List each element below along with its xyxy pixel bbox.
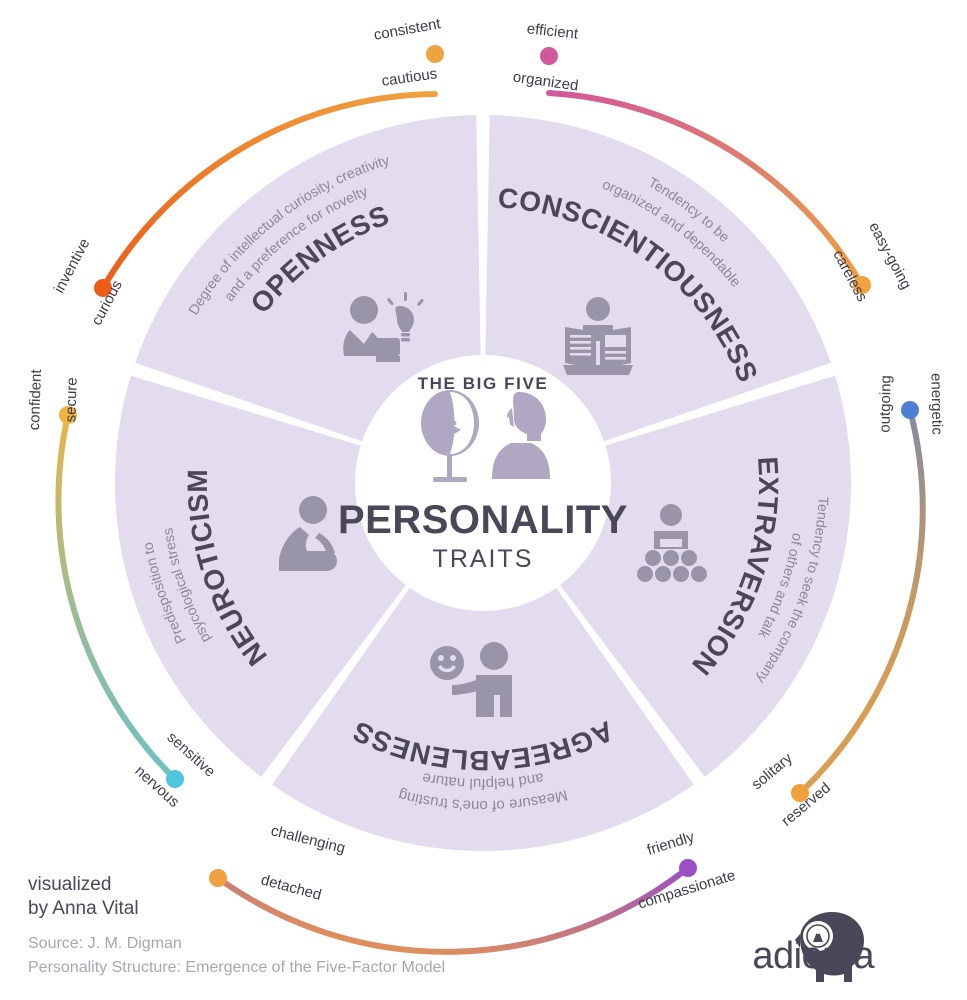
brand-name: adioma <box>752 935 875 977</box>
arc-purple-bottom <box>215 865 691 955</box>
wheel-segment-neuroticism[interactable] <box>114 375 406 777</box>
credit-source-line-2: Personality Structure: Emergence of the … <box>28 959 445 976</box>
spoke-label-solitary-reserved-upper: solitary <box>748 749 796 793</box>
spoke-label-friendly-compassionate-upper: friendly <box>645 828 697 859</box>
spoke-label-confident-secure-lower: secure <box>62 377 81 423</box>
spoke-label-easygoing-careless-upper: easy-going <box>865 219 914 292</box>
center-kicker: THE BIG FIVE <box>418 374 549 393</box>
spoke-label-efficient-organized-lower: organized <box>512 69 580 95</box>
person-smiley-icon <box>430 642 512 717</box>
spoke-dot-confident-secure[interactable] <box>59 406 77 424</box>
spoke-label-outgoing-energetic-upper: energetic <box>927 373 945 435</box>
head-profile-icon <box>795 912 864 982</box>
person-reading-icon <box>563 297 633 375</box>
person-lightbulb-icon <box>343 292 424 362</box>
spoke-label-efficient-organized-upper: efficient <box>526 20 580 42</box>
spoke-dot-efficient-organized[interactable] <box>540 47 558 65</box>
credit-source-line-1: Source: J. M. Digman <box>28 935 182 952</box>
credit-author: by Anna Vital <box>28 898 139 919</box>
brand-logo[interactable]: adioma <box>752 912 876 982</box>
arc-cyan-left <box>55 412 178 782</box>
spoke-dot-easygoing-careless[interactable] <box>853 276 871 294</box>
spoke-label-inventive-curious-lower: curious <box>88 278 126 329</box>
spoke-dot-inventive-curious[interactable] <box>94 279 112 297</box>
spoke-dot-challenging-detached[interactable] <box>209 869 227 887</box>
spoke-label-consistent-cautious-lower: cautious <box>381 65 439 90</box>
spoke-dot-friendly-compassionate[interactable] <box>679 859 697 877</box>
spoke-dot-sensitive-nervous[interactable] <box>166 770 184 788</box>
segment-description-agreeableness-line-2: and helpful nature <box>421 769 545 792</box>
spoke-dot-outgoing-energetic[interactable] <box>901 401 919 419</box>
spoke-dot-consistent-cautious[interactable] <box>426 45 444 63</box>
spoke-label-outgoing-energetic-lower: outgoing <box>876 375 894 433</box>
person-crouching-icon <box>279 496 337 571</box>
spoke-label-easygoing-careless-lower: careless <box>829 247 870 304</box>
credit-visualized: visualized <box>28 874 111 895</box>
spoke-label-inventive-curious-upper: inventive <box>51 236 94 296</box>
spoke-dot-group <box>59 45 919 887</box>
spoke-label-challenging-detached-lower: detached <box>259 871 323 903</box>
outer-arc-group <box>55 90 926 955</box>
spoke-label-consistent-cautious-upper: consistent <box>372 15 442 44</box>
spoke-label-confident-secure-upper: confident <box>26 368 45 430</box>
spoke-label-challenging-detached-upper: challenging <box>269 822 347 857</box>
arc-blue-right <box>797 407 926 796</box>
wheel-segment-agreeableness[interactable] <box>272 587 694 851</box>
spoke-dot-solitary-reserved[interactable] <box>791 784 809 802</box>
center-subtitle: TRAITS <box>433 545 534 573</box>
arc-pink-top-right <box>546 90 865 288</box>
arc-orange-top-left <box>100 91 438 291</box>
center-title: PERSONALITY <box>338 498 628 542</box>
person-audience-icon <box>637 504 707 582</box>
mirror-face-icon <box>421 390 550 482</box>
